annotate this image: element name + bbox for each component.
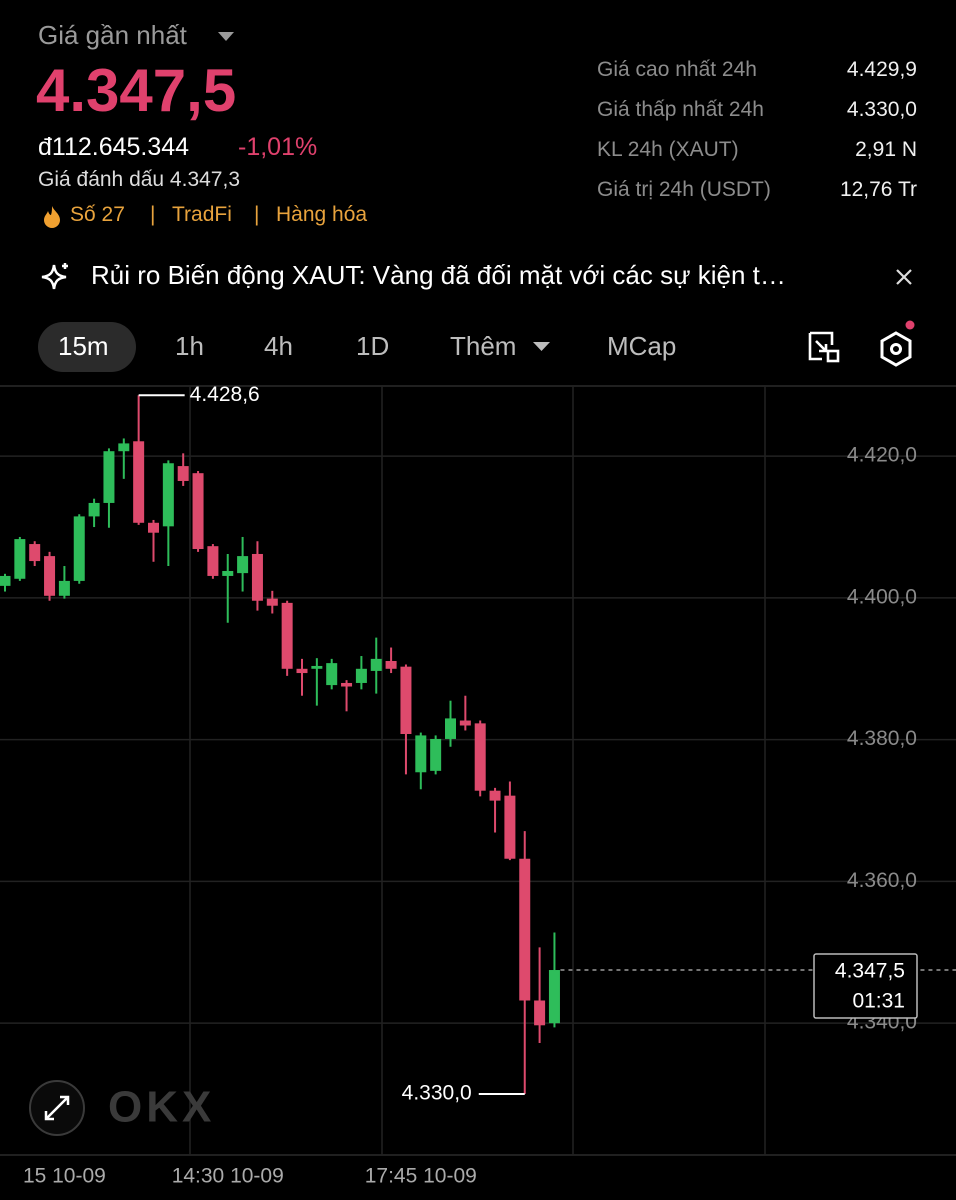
candle-body	[296, 668, 308, 674]
y-tick-label: 4.400,0	[847, 585, 917, 608]
candle-body	[504, 795, 516, 859]
candle-body	[177, 466, 189, 481]
candle-body	[44, 556, 56, 596]
timeframe-tab[interactable]: 1h	[175, 331, 204, 361]
mark-price: Giá đánh dấu 4.347,3	[38, 168, 241, 191]
last-price-box	[813, 953, 918, 1019]
settings-icon[interactable]	[878, 318, 918, 368]
tab-selected-bg	[38, 322, 136, 372]
candle-body	[88, 502, 100, 517]
timeframe-tab[interactable]: 1D	[356, 331, 390, 361]
fullscreen-icon	[44, 1095, 70, 1121]
candle-body	[281, 602, 293, 669]
candle-body	[29, 544, 41, 562]
candle-body	[400, 666, 412, 734]
x-tick-label: 15 10-09	[23, 1165, 106, 1188]
stat-value: 4.429,9	[846, 58, 917, 81]
stat-label: Giá cao nhất 24h	[597, 58, 757, 81]
flame-icon	[44, 206, 60, 228]
candle-body	[370, 658, 382, 671]
tag-separator: |	[150, 203, 156, 226]
price-change: -1,01%	[238, 133, 318, 161]
tag-separator: |	[254, 203, 260, 226]
timeframe-tab[interactable]: 15m	[58, 331, 109, 361]
category-tag[interactable]: Hàng hóa	[276, 203, 368, 226]
watermark: OKX	[108, 1083, 215, 1132]
candle-body	[415, 735, 427, 773]
candle-body	[58, 580, 70, 596]
candle-body	[459, 720, 471, 726]
candle-body	[237, 556, 249, 574]
price-title[interactable]: Giá gần nhất	[38, 20, 187, 50]
x-tick-label: 14:30 10-09	[172, 1165, 284, 1188]
candle-body	[311, 665, 323, 669]
vertical-grid	[189, 386, 766, 1155]
stat-label: KL 24h (XAUT)	[597, 138, 739, 161]
stat-value: 4.330,0	[846, 98, 917, 121]
candle-body	[133, 441, 145, 523]
low-marker-label: 4.330,0	[402, 1082, 472, 1105]
stat-value: 12,76 Tr	[839, 178, 917, 201]
x-tick-label: 17:45 10-09	[365, 1165, 477, 1188]
sparkle-icon	[41, 263, 68, 290]
candle-body	[341, 682, 353, 687]
candle-body	[430, 738, 442, 771]
stat-label: Giá trị 24h (USDT)	[597, 178, 771, 201]
candle-body	[192, 473, 204, 550]
more-tab[interactable]: Thêm	[450, 331, 517, 361]
chart-tools-icon[interactable]	[808, 331, 842, 365]
high-marker-label: 4.428,6	[190, 383, 260, 406]
plot-area: 4.340,04.360,04.380,04.400,04.420,015 10…	[0, 383, 956, 1188]
candle-body	[266, 598, 278, 606]
y-tick-label: 4.380,0	[847, 727, 917, 750]
candle-body	[326, 663, 338, 686]
candle-body	[251, 553, 263, 601]
risk-banner[interactable]: Rủi ro Biến động XAUT: Vàng đã đối mặt v…	[91, 260, 786, 290]
mcap-tab[interactable]: MCap	[607, 331, 677, 361]
candle-body	[73, 516, 85, 581]
candle-body	[519, 858, 531, 1001]
dropdown-arrow	[533, 342, 550, 351]
candle-body	[118, 443, 130, 452]
candle-body	[385, 660, 397, 669]
stat-value: 2,91 N	[855, 138, 917, 161]
fiat-price: đ112.645.344	[38, 133, 190, 161]
candle-body	[162, 463, 174, 527]
candle-body	[14, 539, 26, 579]
category-tag[interactable]: TradFi	[172, 203, 232, 226]
candle-body	[534, 1000, 546, 1026]
last-price: 4.347,5	[36, 57, 237, 124]
candle-body	[474, 723, 486, 791]
y-tick-label: 4.360,0	[847, 869, 917, 892]
close-button[interactable]	[895, 268, 913, 286]
candle-body	[548, 970, 560, 1024]
candle-body	[103, 451, 115, 503]
candle-body	[222, 570, 234, 576]
timeframe-tab[interactable]: 4h	[264, 331, 293, 361]
candle-body	[489, 790, 501, 801]
candle-body	[355, 668, 367, 683]
candle-body	[445, 718, 456, 739]
candle-body	[0, 575, 11, 586]
candle-body	[207, 546, 219, 576]
stat-label: Giá thấp nhất 24h	[597, 98, 764, 121]
rank-tag[interactable]: Số 27	[70, 203, 125, 226]
y-tick-label: 4.420,0	[847, 444, 917, 467]
countdown-label: 01:31	[852, 990, 905, 1013]
last-price-label: 4.347,5	[835, 960, 905, 983]
candle-body	[148, 522, 159, 533]
dropdown-arrow	[218, 32, 234, 41]
